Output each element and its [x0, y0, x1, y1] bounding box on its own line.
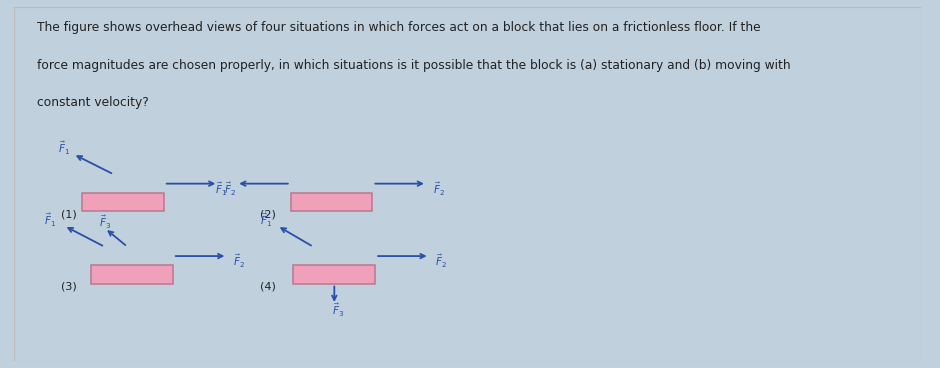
- Text: force magnitudes are chosen properly, in which situations is it possible that th: force magnitudes are chosen properly, in…: [37, 59, 791, 72]
- Text: (3): (3): [61, 282, 76, 291]
- Bar: [293, 265, 375, 284]
- Text: $\vec{F}_3$: $\vec{F}_3$: [99, 214, 111, 231]
- Text: The figure shows overhead views of four situations in which forces act on a bloc: The figure shows overhead views of four …: [37, 21, 760, 35]
- Text: constant velocity?: constant velocity?: [37, 96, 149, 109]
- Text: $\vec{F}_2$: $\vec{F}_2$: [233, 253, 245, 270]
- Bar: [290, 193, 372, 211]
- Bar: [82, 193, 164, 211]
- Text: $\vec{F}_1$: $\vec{F}_1$: [215, 181, 227, 198]
- Text: (1): (1): [61, 209, 76, 219]
- Text: $\vec{F}_3$: $\vec{F}_3$: [332, 302, 344, 319]
- Text: $\vec{F}_2$: $\vec{F}_2$: [435, 253, 447, 270]
- Bar: [91, 265, 173, 284]
- Text: $\vec{F}_1$: $\vec{F}_1$: [44, 212, 56, 229]
- Text: $\vec{F}_1$: $\vec{F}_1$: [260, 212, 273, 229]
- Text: (2): (2): [260, 209, 276, 219]
- Text: $\vec{F}_2$: $\vec{F}_2$: [224, 181, 236, 198]
- Text: $\vec{F}_2$: $\vec{F}_2$: [432, 181, 445, 198]
- Text: $\vec{F}_1$: $\vec{F}_1$: [58, 140, 70, 157]
- Text: (4): (4): [260, 282, 276, 291]
